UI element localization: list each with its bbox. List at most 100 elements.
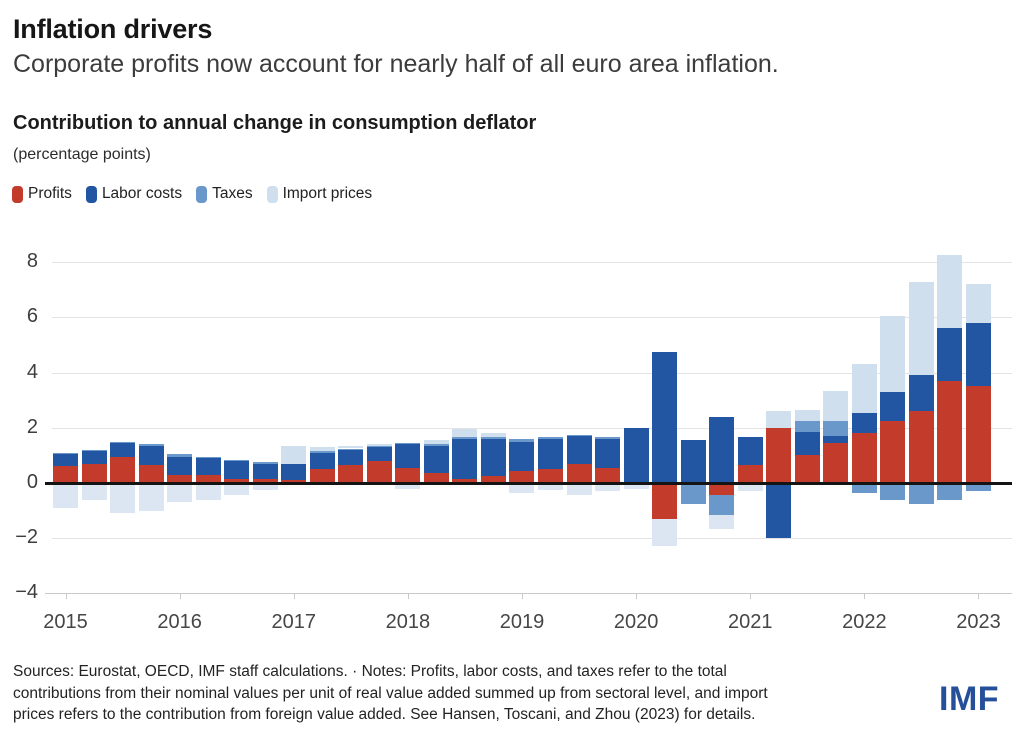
bar-segment-taxes-2015Q3 xyxy=(110,441,136,443)
bar-segment-import-prices-2017Q4 xyxy=(366,444,392,446)
bar-segment-labor-costs-2018Q3 xyxy=(452,438,478,479)
legend-swatch-icon xyxy=(12,185,23,203)
bar-segment-profits-2022Q4 xyxy=(937,380,963,483)
bar-segment-labor-costs-2016Q1 xyxy=(167,456,193,475)
bar-segment-labor-costs-2022Q1 xyxy=(851,412,877,434)
bar-segment-profits-2017Q4 xyxy=(366,460,392,483)
bar-segment-import-prices-2020Q2 xyxy=(652,518,678,547)
bar-segment-profits-2017Q1 xyxy=(281,480,307,483)
x-axis-year-label: 2015 xyxy=(43,611,88,634)
source-note-line: prices refers to the contribution from f… xyxy=(13,706,756,723)
source-note-line: contributions from their nominal values … xyxy=(13,684,768,702)
bar-segment-taxes-2021Q3 xyxy=(794,420,820,432)
x-axis-tick xyxy=(636,593,638,600)
bar-segment-import-prices-2016Q4 xyxy=(252,483,278,490)
bar-segment-import-prices-2022Q3 xyxy=(908,281,934,376)
legend-item-import-prices: Import prices xyxy=(266,185,372,203)
bar-segment-import-prices-2015Q2 xyxy=(81,483,107,500)
bar-segment-taxes-2021Q4 xyxy=(823,420,849,437)
bar-segment-import-prices-2022Q1 xyxy=(851,364,877,413)
bar-segment-labor-costs-2016Q4 xyxy=(252,463,278,479)
x-axis-tick xyxy=(65,593,67,600)
y-axis-tick-label: 6 xyxy=(26,305,38,328)
bar-segment-import-prices-2015Q4 xyxy=(138,483,164,511)
legend-item-taxes: Taxes xyxy=(196,185,253,203)
bar-segment-labor-costs-2017Q2 xyxy=(309,452,335,470)
bar-segment-labor-costs-2015Q2 xyxy=(81,451,107,464)
bar-segment-profits-2022Q1 xyxy=(851,433,877,483)
bar-segment-taxes-2022Q3 xyxy=(908,483,934,504)
bar-segment-profits-2015Q1 xyxy=(53,466,78,483)
bar-segment-labor-costs-2015Q1 xyxy=(53,454,78,467)
bar-segment-taxes-2016Q1 xyxy=(167,454,193,457)
gridline-y2 xyxy=(52,427,1012,429)
bar-segment-profits-2023Q1 xyxy=(965,386,991,483)
legend-swatch-icon xyxy=(266,185,278,203)
bar-segment-profits-2020Q4 xyxy=(709,483,735,496)
bar-segment-taxes-2020Q4 xyxy=(709,495,735,515)
bar-segment-import-prices-2019Q2 xyxy=(538,483,563,490)
bar-segment-import-prices-2021Q4 xyxy=(823,390,849,421)
x-axis-year-label: 2023 xyxy=(956,611,1001,634)
bar-segment-taxes-2019Q4 xyxy=(595,437,621,439)
gridline-y-2 xyxy=(52,538,1012,540)
bar-segment-profits-2019Q4 xyxy=(595,467,621,483)
gridline-y8 xyxy=(52,262,1012,264)
bar-segment-import-prices-2017Q3 xyxy=(338,445,364,449)
bar-segment-labor-costs-2020Q1 xyxy=(623,427,649,482)
bar-segment-profits-2016Q3 xyxy=(224,478,250,483)
bar-segment-import-prices-2015Q1 xyxy=(53,483,78,508)
y-axis-tick-label: 0 xyxy=(26,471,38,493)
bar-segment-import-prices-2021Q2 xyxy=(766,411,792,428)
bar-segment-profits-2021Q4 xyxy=(823,442,849,483)
x-axis-year-label: 2018 xyxy=(385,611,431,634)
source-note-line: Sources: Eurostat, OECD, IMF staff calcu… xyxy=(13,663,727,680)
bar-segment-import-prices-2016Q2 xyxy=(195,483,221,500)
bar-segment-import-prices-2019Q3 xyxy=(566,483,592,496)
bar-chart-plot-area: 8 6 4 2 0 −2 −4 2015 2016 2017 2018 2019 2020 2021 202… xyxy=(0,247,1024,647)
bar-segment-profits-2018Q3 xyxy=(452,478,478,483)
x-axis-year-label: 2022 xyxy=(842,611,887,634)
legend-label: Labor costs xyxy=(101,185,183,202)
bar-segment-taxes-2017Q3 xyxy=(338,448,364,450)
bar-segment-taxes-2018Q3 xyxy=(452,437,478,439)
bar-segment-labor-costs-2018Q1 xyxy=(395,444,421,468)
bar-segment-taxes-2015Q2 xyxy=(81,449,107,452)
bar-segment-import-prices-2018Q3 xyxy=(452,429,478,438)
bar-segment-labor-costs-2015Q3 xyxy=(110,442,136,457)
bar-segment-profits-2019Q3 xyxy=(566,463,592,483)
bar-segment-labor-costs-2022Q2 xyxy=(880,391,906,421)
bar-segment-labor-costs-2020Q2 xyxy=(652,351,678,483)
bar-segment-labor-costs-2021Q1 xyxy=(737,437,763,466)
y-axis-tick-label: 2 xyxy=(26,415,38,438)
bar-segment-import-prices-2020Q4 xyxy=(709,514,735,529)
bar-segment-import-prices-2016Q1 xyxy=(167,483,193,503)
x-axis-year-label: 2021 xyxy=(727,611,773,634)
bar-segment-profits-2018Q2 xyxy=(423,473,449,483)
bar-segment-labor-costs-2022Q4 xyxy=(937,328,963,381)
bar-segment-labor-costs-2021Q4 xyxy=(823,436,849,443)
bar-segment-profits-2015Q2 xyxy=(81,463,107,483)
bar-segment-taxes-2022Q4 xyxy=(937,483,963,500)
zero-baseline xyxy=(45,482,1012,485)
x-axis-tick xyxy=(293,593,295,600)
bar-segment-profits-2016Q4 xyxy=(252,478,278,483)
bar-segment-taxes-2015Q1 xyxy=(53,452,78,454)
bar-segment-profits-2019Q2 xyxy=(538,469,563,483)
bar-segment-import-prices-2021Q3 xyxy=(794,409,820,421)
x-axis-year-label: 2020 xyxy=(613,611,659,634)
bar-segment-labor-costs-2018Q4 xyxy=(480,438,506,477)
chart-legend: Profits Labor costs Taxes Import prices xyxy=(12,185,372,203)
x-axis-year-label: 2017 xyxy=(271,611,316,634)
page-subtitle: Corporate profits now account for nearly… xyxy=(13,50,779,78)
bar-segment-taxes-2018Q1 xyxy=(395,442,421,445)
bar-segment-import-prices-2019Q1 xyxy=(509,483,535,493)
gridline-y6 xyxy=(52,317,1012,319)
bar-segment-profits-2021Q2 xyxy=(766,427,792,483)
bar-segment-profits-2018Q1 xyxy=(395,467,421,483)
bar-segment-import-prices-2016Q3 xyxy=(224,483,250,496)
bar-segment-profits-2021Q3 xyxy=(794,455,820,483)
y-axis-tick-label: 4 xyxy=(26,360,38,383)
bar-segment-import-prices-2017Q2 xyxy=(309,447,335,452)
bar-segment-labor-costs-2022Q3 xyxy=(908,375,934,412)
